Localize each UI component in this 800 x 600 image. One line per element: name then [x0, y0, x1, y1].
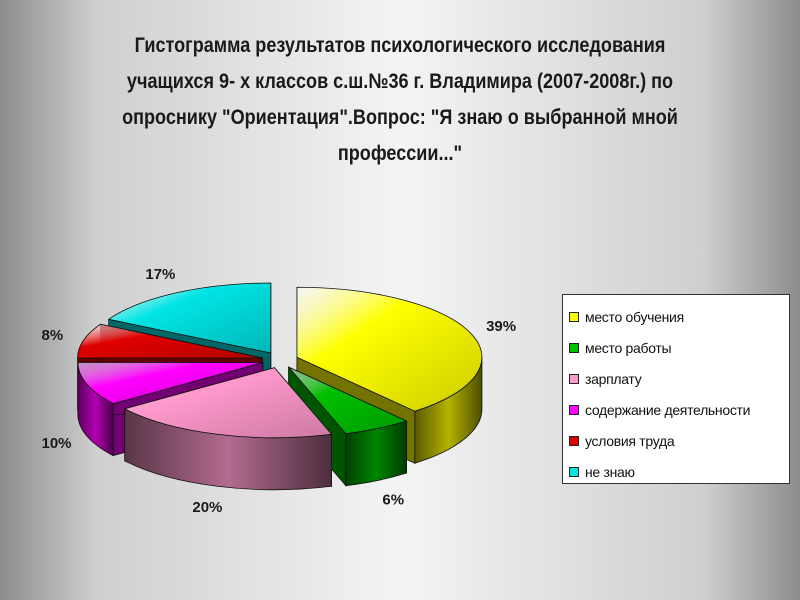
chart-legend: место обучения место работы зарплату сод… [562, 294, 790, 484]
legend-swatch [569, 342, 579, 353]
legend-label: условия труда [585, 432, 675, 449]
data-label-0: 39% [486, 318, 516, 335]
legend-label: не знаю [585, 463, 635, 480]
legend-swatch [569, 373, 579, 384]
title-line-3: опроснику "Ориентация".Вопрос: "Я знаю о… [122, 106, 678, 129]
legend-label: место работы [585, 339, 672, 356]
legend-swatch [569, 466, 579, 477]
pie-slice-4 [77, 323, 263, 359]
legend-swatch [569, 404, 579, 415]
pie-slice-5 [107, 282, 272, 354]
legend-item-1: место работы [569, 332, 789, 363]
legend-item-4: условия труда [569, 425, 789, 456]
legend-item-3: содержание деятельности [569, 394, 789, 425]
data-label-3: 10% [41, 435, 71, 452]
pie-slice-2 [123, 367, 333, 439]
pie-slice-0 [296, 286, 483, 412]
data-label-1: 6% [382, 492, 404, 509]
title-line-1: Гистограмма результатов психологического… [134, 34, 666, 57]
pie-slice-1 [288, 366, 408, 435]
legend-item-0: место обучения [569, 301, 789, 332]
data-label-5: 17% [145, 266, 175, 283]
title-line-4: профессии..." [337, 142, 463, 165]
legend-item-5: не знаю [569, 456, 789, 487]
legend-label: место обучения [585, 308, 684, 325]
legend-item-2: зарплату [569, 363, 789, 394]
data-label-2: 20% [192, 499, 222, 516]
legend-label: содержание деятельности [585, 401, 751, 418]
chart-title: Гистограмма результатов психологического… [108, 28, 693, 172]
title-line-2: учащихся 9- х классов с.ш.№36 г. Владими… [126, 70, 674, 93]
legend-label: зарплату [585, 370, 642, 387]
pie-slice-3 [77, 362, 263, 405]
legend-swatch [569, 311, 579, 322]
legend-swatch [569, 435, 579, 446]
data-label-4: 8% [42, 327, 64, 344]
